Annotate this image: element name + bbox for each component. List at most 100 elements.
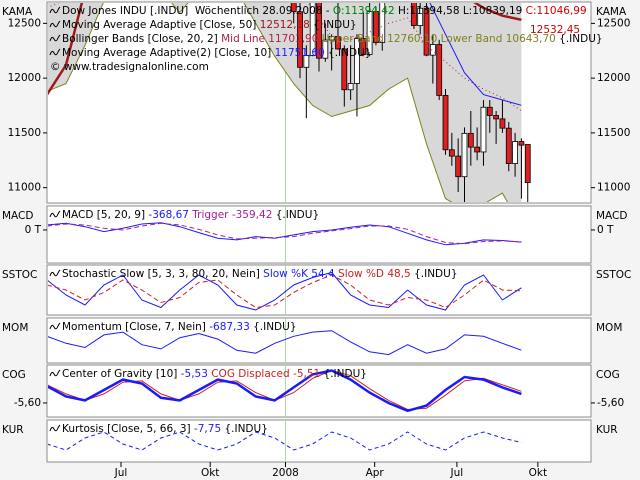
series-line [48,369,522,411]
candle-body [467,132,474,148]
plot-area [48,207,522,262]
candle-body [442,95,449,151]
candle-body [335,35,341,50]
candle-body [455,155,462,178]
panel [46,317,592,364]
legend-text: Trigger -359,42 [189,209,272,221]
legend-text: H:11394,58 L:10839,19 [395,5,526,17]
candle-body [322,39,329,59]
candle-body [373,11,379,43]
plot-area [48,266,522,314]
candle-body [486,106,493,116]
plot-area [48,421,522,461]
panel-label-right: SSTOC [596,269,631,281]
legend-icon [49,34,61,42]
panel-label-right: KAMA [596,6,627,18]
candle-body [379,3,386,43]
candle-body [290,3,297,13]
legend-text: COG Displaced -5,51 [208,368,320,380]
legend-line: MACD [5, 20, 9] -368,67 Trigger -359,42 … [62,209,319,221]
panel-label: MACD [2,210,33,222]
y-tick-label-right: -5,60 [597,397,624,409]
y-tick-label: 11500 [8,127,41,139]
legend-icon [49,20,61,28]
y-tick-label: 11000 [8,182,41,194]
plot-area [48,3,531,202]
legend-text: Center of Gravity [10] [62,368,181,380]
legend-text: © www.tradesignalonline.com [50,61,209,73]
series-line [48,330,522,356]
candle-body [474,146,481,153]
legend-line: © www.tradesignalonline.com [50,61,209,73]
legend-text: MACD [5, 20, 9] [62,209,148,221]
x-tick-label: Okt [529,467,547,479]
series-line [48,271,522,311]
series-line [48,222,522,245]
legend-text: Upper Band 12760,10 Lower Band 10643,70 [318,33,555,45]
legend-text: {.INDU} [272,209,319,221]
band-area [48,3,522,202]
candle-body [316,3,322,59]
legend-text: 11751,60 [275,47,325,59]
legend-text: {.INDU} [556,33,603,45]
candle-body [347,83,354,91]
legend-text: {.INDU} [221,423,268,435]
y-tick-label-right: 0 T [597,224,614,236]
candle-body [461,132,468,178]
series-line [48,222,522,246]
legend-text: {.INDU} [310,19,357,31]
candle-body [448,149,455,157]
y-tick-label: 12500 [8,17,41,29]
legend-text: C:11046,99 [526,5,587,17]
legend-text: Kurtosis [Close, 5, 66, 3] [62,423,194,435]
series-line [48,431,522,451]
legend-icon [49,6,61,14]
candle-body [360,38,367,55]
candle-body [518,141,525,146]
legend-text: Momentum [Close, 7, Nein] [62,321,209,333]
plot-area [48,366,522,416]
y-tick-label: 12000 [8,72,41,84]
y-tick-label-right: 12000 [597,72,630,84]
panel-label: KUR [2,424,24,436]
panel-label: KAMA [2,6,33,18]
x-tick-label: Apr [366,467,385,479]
panel-label-right: MACD [596,210,627,222]
candle-body [366,11,373,55]
panel [46,264,592,316]
legend-line: Momentum [Close, 7, Nein] -687,33 {.INDU… [62,321,297,333]
candle-body [354,38,360,84]
legend-text: Bollinger Bands [Close, 20, 2] [62,33,221,45]
candle-body [480,106,487,153]
candle-body [512,141,518,164]
lower-band [48,3,509,202]
legend-icon [49,48,61,56]
legend-icon [49,210,61,218]
legend-text: Slow %D 48,5 [335,268,411,280]
panel [46,419,592,463]
legend-line: Dow Jones INDU [.INDU] Wöchentlich 28.09… [62,5,587,17]
legend-text: Slow %K 54,4 [263,268,335,280]
plot-area [48,319,522,362]
x-tick-label: Jul [450,467,464,479]
legend-text: Stochastic Slow [5, 3, 3, 80, 20, Nein] [62,268,263,280]
candle-body [429,44,436,56]
legend-text: -5,53 [181,368,208,380]
candle-body [493,115,500,120]
candle-body [436,44,443,96]
legend-line: Kurtosis [Close, 5, 66, 3] -7,75 {.INDU} [62,423,268,435]
y-tick-label-right: 11000 [597,182,630,194]
panel-label: SSTOC [2,269,37,281]
legend-icon [49,322,61,330]
x-tick-label: Okt [201,467,219,479]
legend-text: {.INDU} [325,47,372,59]
candle-body [417,7,424,26]
candle-body [328,35,335,41]
candle-body [341,48,348,91]
panel-label-right: COG [596,369,620,381]
candle-body [505,127,512,164]
x-tick-label: Jul [114,467,128,479]
legend-line: Moving Average Adaptive(2) [Close, 10] 1… [62,47,371,59]
legend-text: {.INDU} [320,368,367,380]
